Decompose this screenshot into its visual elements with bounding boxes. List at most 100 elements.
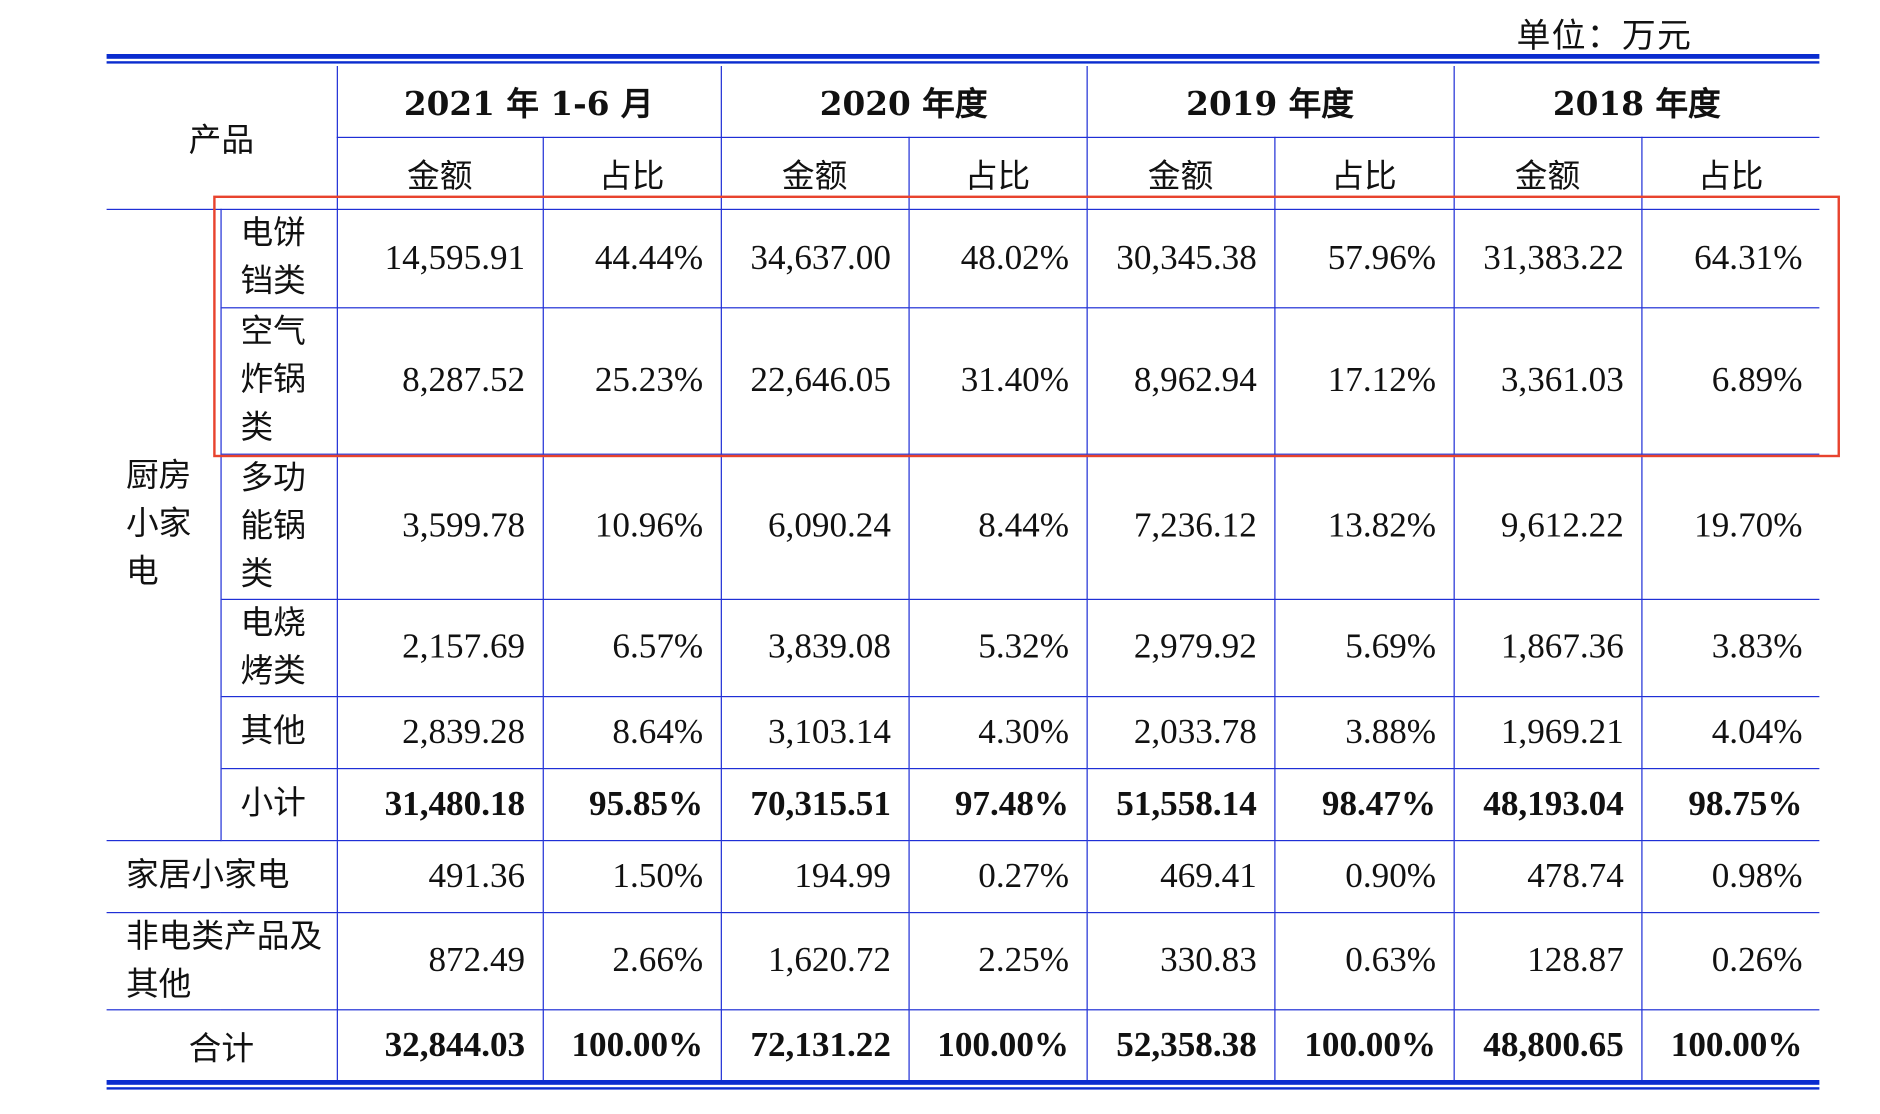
ratio-cell: 100.00% (1273, 1008, 1455, 1083)
header-amount: 金额 (720, 136, 910, 210)
ratio-cell: 44.44% (542, 208, 722, 308)
amount-cell: 3,839.08 (720, 598, 910, 697)
amount-cell: 31,480.18 (336, 767, 544, 841)
row-label: 电饼铛类 (219, 208, 338, 308)
ratio-cell: 0.90% (1273, 839, 1455, 913)
amount-cell: 2,157.69 (336, 598, 544, 697)
row-label: 空气炸锅类 (220, 306, 338, 455)
ratio-cell: 8.44% (907, 453, 1088, 600)
amount-cell: 3,599.78 (336, 453, 544, 600)
ratio-cell: 0.63% (1273, 911, 1455, 1010)
table-row: 合计 32,844.03 100.00% 72,131.22 100.00% 52,358… (106, 1008, 1820, 1083)
table-row: 小计 31,480.18 95.85% 70,315.51 97.48% 51,558.1… (107, 767, 1820, 841)
amount-cell: 1,969.21 (1453, 695, 1642, 769)
amount-cell: 52,358.38 (1085, 1008, 1275, 1083)
ratio-cell: 3.83% (1640, 598, 1820, 697)
ratio-cell: 31.40% (907, 306, 1088, 455)
table-row: 厨房小家电 电饼铛类 14,595.91 44.44% 34,637.00 48.02% 3… (106, 208, 1820, 841)
ratio-cell: 6.57% (542, 598, 722, 697)
amount-cell: 72,131.22 (720, 1008, 910, 1083)
header-ratio: 占比 (1640, 136, 1820, 210)
group-label-kitchen: 厨房小家电 (106, 208, 222, 841)
table-row: 空气炸锅类 8,287.52 25.23% 22,646.05 31.40% 8,962.… (107, 306, 1820, 455)
amount-cell: 3,103.14 (720, 695, 910, 769)
amount-cell: 1,620.72 (720, 911, 910, 1010)
table-row: 其他 2,839.28 8.64% 3,103.14 4.30% 2,033.78 3.88… (107, 695, 1820, 769)
ratio-cell: 98.75% (1640, 767, 1820, 841)
header-row-periods: 产品 2021 年 1-6 月 2020 年度 2019 年度 2018 年度 (106, 66, 1820, 210)
amount-cell: 30,345.38 (1085, 208, 1275, 308)
row-label: 家居小家电 (106, 839, 338, 913)
amount-cell: 8,287.52 (336, 306, 544, 455)
ratio-cell: 2.66% (542, 911, 722, 1010)
amount-cell: 128.87 (1453, 911, 1642, 1010)
ratio-cell: 1.50% (542, 839, 722, 913)
amount-cell: 872.49 (336, 911, 544, 1010)
table-row: 非电类产品及其他 872.49 2.66% 1,620.72 2.25% 330.83 0.… (106, 911, 1820, 1010)
header-product: 产品 (106, 66, 338, 210)
amount-cell: 2,839.28 (336, 695, 544, 769)
amount-cell: 51,558.14 (1085, 767, 1275, 841)
ratio-cell: 48.02% (907, 208, 1088, 308)
row-label: 电烧烤类 (220, 598, 338, 697)
ratio-cell: 2.25% (907, 911, 1088, 1010)
row-label: 合计 (106, 1008, 338, 1083)
header-amount: 金额 (336, 136, 544, 210)
amount-cell: 3,361.03 (1453, 306, 1642, 455)
unit-label: 单位：万元 (1516, 15, 1693, 56)
amount-cell: 2,033.78 (1085, 695, 1275, 769)
ratio-cell: 4.30% (907, 695, 1088, 769)
table-row: 电烧烤类 2,157.69 6.57% 3,839.08 5.32% 2,979.92 5.… (107, 598, 1820, 697)
header-amount: 金额 (1453, 136, 1642, 210)
header-period: 2021 年 1-6 月 (336, 66, 722, 138)
ratio-cell: 8.64% (542, 695, 722, 769)
ratio-cell: 100.00% (542, 1008, 722, 1083)
bottom-double-rule (106, 1080, 1820, 1090)
amount-cell: 478.74 (1453, 839, 1642, 913)
amount-cell: 469.41 (1085, 839, 1275, 913)
ratio-cell: 98.47% (1273, 767, 1455, 841)
amount-cell: 6,090.24 (720, 453, 910, 600)
amount-cell: 9,612.22 (1453, 453, 1642, 600)
header-period: 2019 年度 (1085, 66, 1455, 138)
row-label: 小计 (220, 767, 338, 841)
header-row-metrics: 金额 占比 金额 占比 金额 占比 金额 占比 (107, 136, 1820, 210)
table-row: 多功能锅类 3,599.78 10.96% 6,090.24 8.44% 7,236.12… (107, 453, 1820, 600)
ratio-cell: 100.00% (907, 1008, 1088, 1083)
ratio-cell: 64.31% (1640, 208, 1820, 308)
amount-cell: 2,979.92 (1085, 598, 1275, 697)
ratio-cell: 19.70% (1640, 453, 1820, 600)
ratio-cell: 10.96% (542, 453, 722, 600)
amount-cell: 330.83 (1085, 911, 1275, 1010)
amount-cell: 32,844.03 (336, 1008, 544, 1083)
header-ratio: 占比 (542, 136, 722, 210)
row-label: 非电类产品及其他 (106, 911, 338, 1010)
revenue-table: 产品 2021 年 1-6 月 2020 年度 2019 年度 2018 年度 金额 占比金… (106, 66, 1820, 1083)
amount-cell: 70,315.51 (720, 767, 910, 841)
header-ratio: 占比 (907, 136, 1088, 210)
amount-cell: 31,383.22 (1453, 208, 1642, 308)
ratio-cell: 13.82% (1273, 453, 1455, 600)
amount-cell: 7,236.12 (1085, 453, 1275, 600)
ratio-cell: 4.04% (1640, 695, 1820, 769)
header-ratio: 占比 (1273, 136, 1455, 210)
table-row: 家居小家电 491.36 1.50% 194.99 0.27% 469.41 0.90% 47… (106, 839, 1820, 913)
ratio-cell: 5.69% (1273, 598, 1455, 697)
amount-cell: 194.99 (720, 839, 910, 913)
ratio-cell: 25.23% (542, 306, 722, 455)
ratio-cell: 17.12% (1273, 306, 1455, 455)
row-label: 多功能锅类 (220, 453, 338, 600)
header-period: 2018 年度 (1453, 66, 1820, 138)
header-period: 2020 年度 (720, 66, 1088, 138)
row-label: 其他 (220, 695, 338, 769)
header-amount: 金额 (1085, 136, 1275, 210)
amount-cell: 14,595.91 (336, 208, 544, 308)
ratio-cell: 5.32% (907, 598, 1088, 697)
ratio-cell: 0.26% (1640, 911, 1820, 1010)
top-double-rule (106, 54, 1820, 64)
amount-cell: 48,193.04 (1453, 767, 1642, 841)
ratio-cell: 97.48% (907, 767, 1088, 841)
amount-cell: 22,646.05 (720, 306, 910, 455)
amount-cell: 34,637.00 (720, 208, 910, 308)
